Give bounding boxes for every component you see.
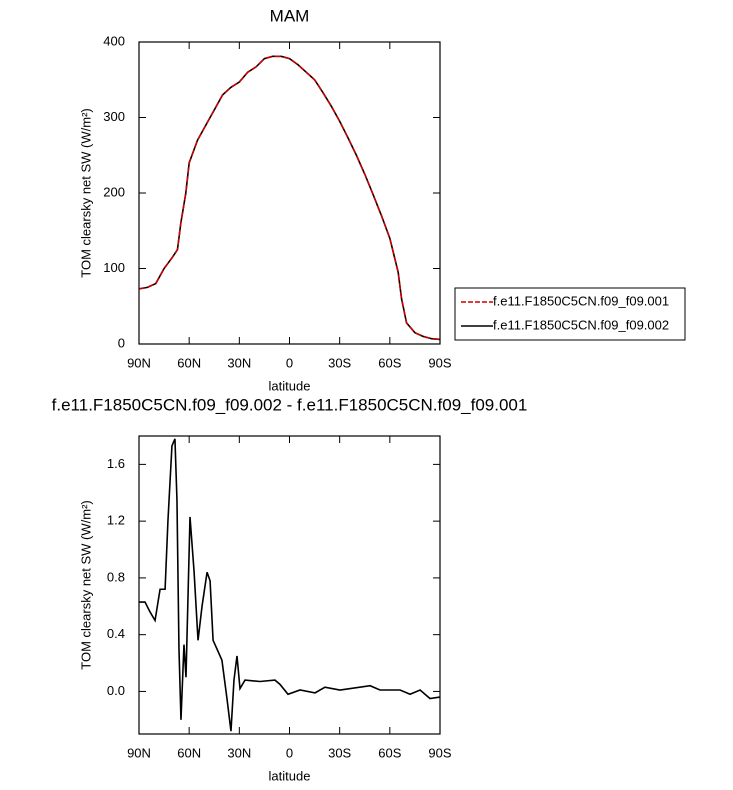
data-line — [139, 438, 441, 732]
y-tick-label: 1.6 — [107, 456, 125, 471]
y-tick-label: 200 — [103, 184, 125, 199]
y-tick-label: 0.4 — [107, 626, 125, 641]
plot-frame — [138, 435, 441, 735]
x-tick-label: 60S — [378, 745, 401, 760]
legend-label: f.e11.F1850C5CN.f09_f09.001 — [493, 293, 669, 308]
plot-frame — [138, 41, 441, 345]
x-tick-label: 60S — [378, 355, 401, 370]
x-tick-label: 60N — [177, 745, 201, 760]
y-tick-label: 100 — [103, 260, 125, 275]
x-tick-label: 30S — [328, 355, 351, 370]
y-tick-label: 400 — [103, 33, 125, 48]
data-line — [138, 55, 441, 341]
data-line — [138, 55, 441, 341]
x-tick-label: 90N — [127, 355, 151, 370]
y-axis-label: TOM clearsky net SW (W/m²) — [78, 500, 93, 669]
y-tick-label: 300 — [103, 109, 125, 124]
x-tick-label: 0 — [286, 745, 293, 760]
x-tick-label: 0 — [286, 355, 293, 370]
x-axis-label: latitude — [269, 768, 311, 783]
x-tick-label: 30N — [227, 745, 251, 760]
x-tick-label: 30N — [227, 355, 251, 370]
legend-label: f.e11.F1850C5CN.f09_f09.002 — [493, 317, 669, 332]
legend-box — [454, 287, 686, 341]
x-axis-label: latitude — [269, 378, 311, 393]
x-tick-label: 90S — [428, 355, 451, 370]
y-tick-label: 1.2 — [107, 513, 125, 528]
x-tick-label: 60N — [177, 355, 201, 370]
chart-title: f.e11.F1850C5CN.f09_f09.002 - f.e11.F185… — [52, 395, 528, 414]
y-tick-label: 0.8 — [107, 569, 125, 584]
x-tick-label: 90S — [428, 745, 451, 760]
y-tick-label: 0 — [118, 335, 125, 350]
y-tick-label: 0.0 — [107, 683, 125, 698]
x-tick-label: 90N — [127, 745, 151, 760]
x-tick-label: 30S — [328, 745, 351, 760]
y-axis-label: TOM clearsky net SW (W/m²) — [78, 108, 93, 277]
chart-title: MAM — [270, 6, 310, 25]
